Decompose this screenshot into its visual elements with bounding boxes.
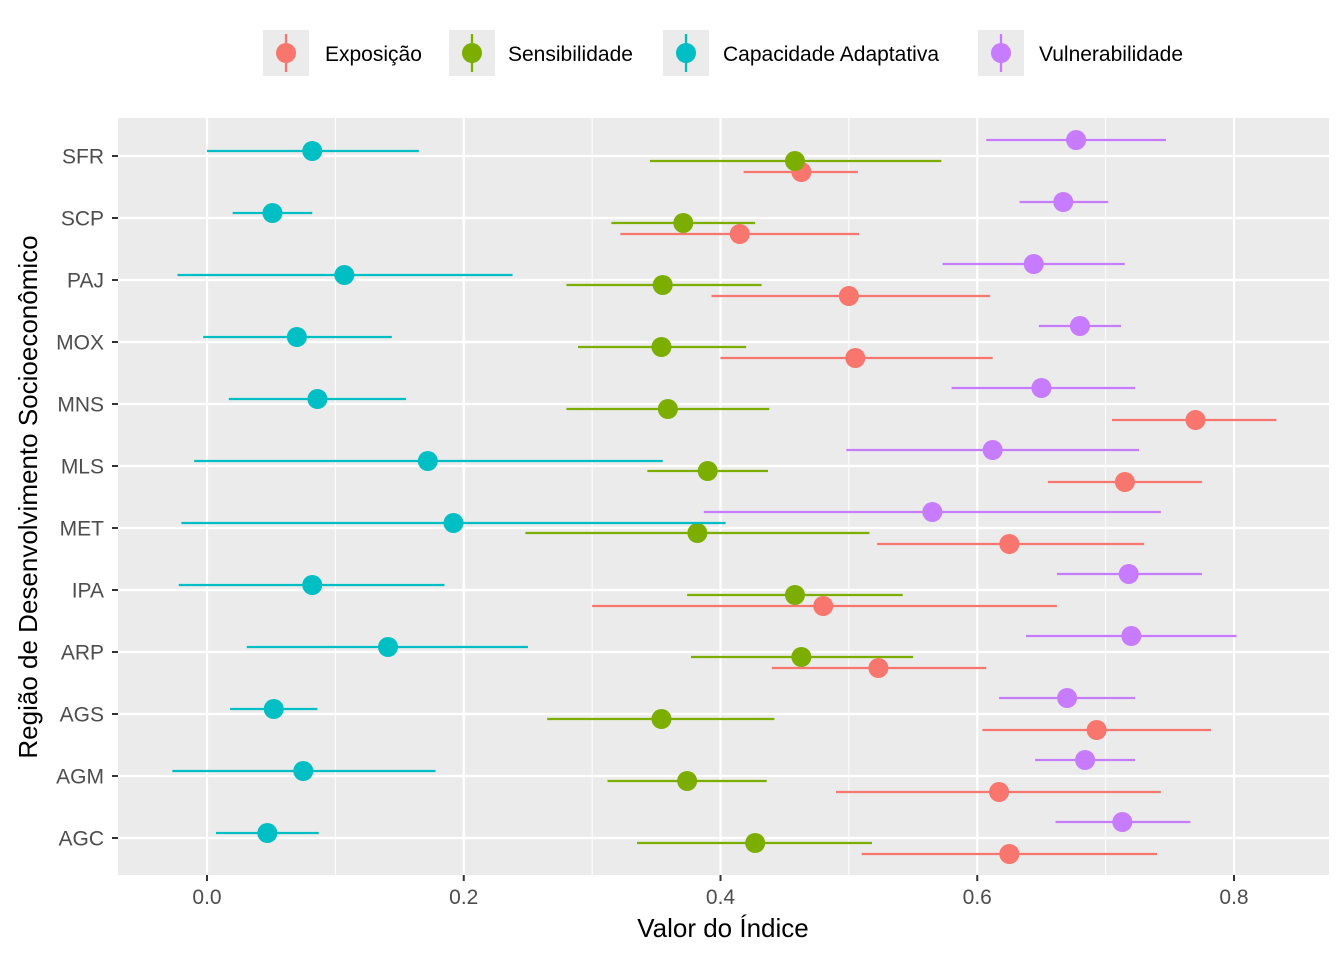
y-tick-label: AGS [60,704,104,727]
legend-key-point [676,43,696,63]
data-point [657,399,678,419]
data-point [999,534,1020,554]
legend-key-point [991,43,1011,63]
series-1 [592,162,1277,864]
legend-key-point [462,43,482,63]
data-point [334,265,355,285]
data-point [1185,410,1206,430]
y-tick-label: PAJ [67,270,104,293]
x-tick-label: 0.2 [449,886,478,909]
data-point [729,224,750,244]
data-point [813,596,834,616]
x-tick-label: 0.4 [706,886,736,909]
data-point [1121,626,1142,646]
x-tick-label: 0.6 [963,886,992,909]
grid-major [118,118,1329,875]
series-4 [703,130,1237,832]
x-axis-title: Valor do Índice [637,913,809,943]
legend-item: Exposição [263,30,422,76]
data-point [651,337,672,357]
y-axis: SFR SCP PAJ MOX MNS MLS MET IPA ARP AGS AGM AGC [56,146,118,851]
legend-label: Capacidade Adaptativa [723,43,939,66]
data-point [982,440,1003,460]
series-2 [525,151,942,853]
y-tick-label: MNS [57,394,104,417]
y-tick-label: SCP [61,208,104,231]
data-point [1053,192,1074,212]
legend: Exposição Sensibilidade Capacidade Adaptat… [263,30,1183,76]
data-point [687,523,708,543]
data-point [293,761,314,781]
x-axis: 0.0 0.2 0.4 0.6 0.8 [192,875,1249,909]
data-point [1057,688,1078,708]
data-point [1086,720,1107,740]
data-point [922,502,943,522]
data-point [378,637,399,657]
data-point [286,327,307,347]
y-tick-label: AGM [56,766,104,789]
y-tick-label: IPA [72,580,104,603]
legend-item: Vulnerabilidade [978,30,1183,76]
y-tick-label: AGC [58,828,104,851]
data-point [651,709,672,729]
data-point [697,461,718,481]
data-point [673,213,694,233]
data-point [263,699,284,719]
y-axis-title: Região de Desenvolvimento Socioeconômico [13,235,43,758]
data-point [677,771,698,791]
x-tick-label: 0.8 [1219,886,1248,909]
legend-key-point [276,43,296,63]
data-point [1031,378,1052,398]
data-point [791,647,812,667]
legend-item: Capacidade Adaptativa [663,30,939,76]
series-3 [172,141,726,843]
data-point [1118,564,1139,584]
data-point [302,575,323,595]
data-point [845,348,866,368]
plot-panel [118,118,1329,875]
data-point [745,833,766,853]
data-point [999,844,1020,864]
y-tick-label: MLS [61,456,104,479]
data-point [868,658,889,678]
data-point [443,513,464,533]
data-point [1114,472,1135,492]
data-point [1112,812,1133,832]
data-point [784,585,805,605]
legend-item: Sensibilidade [449,30,633,76]
data-point [262,203,283,223]
legend-label: Exposição [325,43,422,66]
data-point [417,451,438,471]
legend-label: Sensibilidade [508,43,633,66]
y-tick-label: ARP [61,642,104,665]
y-tick-label: SFR [62,146,104,169]
data-point [1075,750,1096,770]
x-tick-label: 0.0 [192,886,221,909]
y-tick-label: MOX [56,332,104,355]
data-point [1069,316,1090,336]
y-tick-label: MET [60,518,105,541]
legend-label: Vulnerabilidade [1039,43,1183,66]
data-point [307,389,328,409]
data-point [989,782,1010,802]
grid-minor [334,118,1107,875]
data-point [838,286,859,306]
data-point [1023,254,1044,274]
data-point [302,141,323,161]
data-point [784,151,805,171]
data-point [257,823,278,843]
series-layer [172,130,1277,864]
data-point [652,275,673,295]
data-point [1066,130,1087,150]
